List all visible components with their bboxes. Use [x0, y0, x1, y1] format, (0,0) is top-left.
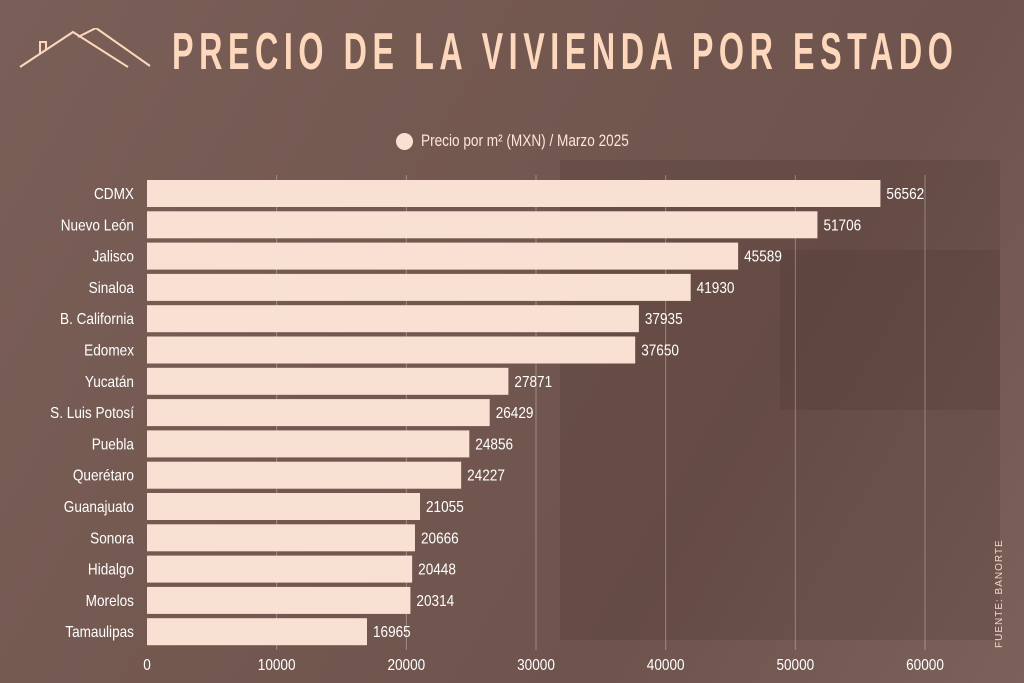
x-tick-label: 0 [143, 657, 151, 674]
data-label: 16965 [373, 624, 411, 641]
category-label: Jalisco [92, 249, 134, 266]
category-label: Querétaro [73, 468, 134, 485]
bar [147, 524, 415, 552]
data-label: 24856 [475, 436, 513, 453]
background-building-window [780, 250, 1000, 410]
category-label: Nuevo León [61, 217, 134, 234]
data-label: 37935 [645, 311, 683, 328]
chart-title: PRECIO DE LA VIVIENDA POR ESTADO [172, 23, 959, 81]
house-roof-icon [19, 28, 151, 68]
x-tick-label: 10000 [258, 657, 296, 674]
bar [147, 586, 411, 614]
category-label: S. Luis Potosí [50, 405, 135, 422]
legend-label: Precio por m² (MXN) / Marzo 2025 [421, 131, 629, 150]
data-label: 26429 [496, 405, 534, 422]
bar [147, 399, 490, 427]
legend-swatch [396, 132, 413, 150]
bar [147, 367, 509, 395]
bar [147, 555, 413, 583]
data-label: 41930 [697, 280, 735, 297]
background-building [560, 160, 1000, 640]
source-note: FUENTE: BANORTE [994, 539, 1005, 648]
x-tick-label: 60000 [906, 657, 944, 674]
bar [147, 180, 881, 207]
bar [147, 336, 636, 364]
data-label: 27871 [514, 374, 552, 391]
bar [147, 618, 367, 646]
category-label: Sonora [90, 530, 134, 547]
category-label: Yucatán [85, 374, 134, 391]
bar [147, 430, 470, 458]
data-label: 20666 [421, 530, 459, 547]
data-label: 45589 [744, 249, 782, 266]
x-tick-label: 50000 [776, 657, 814, 674]
category-label: Hidalgo [88, 562, 134, 579]
bar [147, 305, 639, 333]
data-label: 20314 [416, 593, 454, 610]
category-label: Morelos [86, 593, 134, 610]
category-label: Sinaloa [89, 280, 135, 297]
data-label: 56562 [886, 186, 924, 203]
x-tick-label: 30000 [517, 657, 555, 674]
category-label: CDMX [94, 186, 134, 203]
bar [147, 242, 739, 270]
bar [147, 493, 421, 520]
bar [147, 211, 818, 239]
data-label: 24227 [467, 468, 505, 485]
data-label: 20448 [418, 562, 456, 579]
bar [147, 273, 691, 301]
category-label: B. California [60, 311, 135, 328]
data-label: 51706 [823, 217, 861, 234]
category-label: Puebla [92, 436, 135, 453]
data-label: 21055 [426, 499, 464, 516]
data-label: 37650 [641, 343, 679, 360]
category-label: Tamaulipas [65, 624, 134, 641]
category-label: Edomex [84, 343, 134, 360]
x-tick-label: 20000 [387, 657, 425, 674]
x-tick-label: 40000 [647, 657, 685, 674]
category-label: Guanajuato [64, 499, 134, 516]
legend: Precio por m² (MXN) / Marzo 2025 [396, 131, 681, 151]
bar [147, 461, 462, 489]
